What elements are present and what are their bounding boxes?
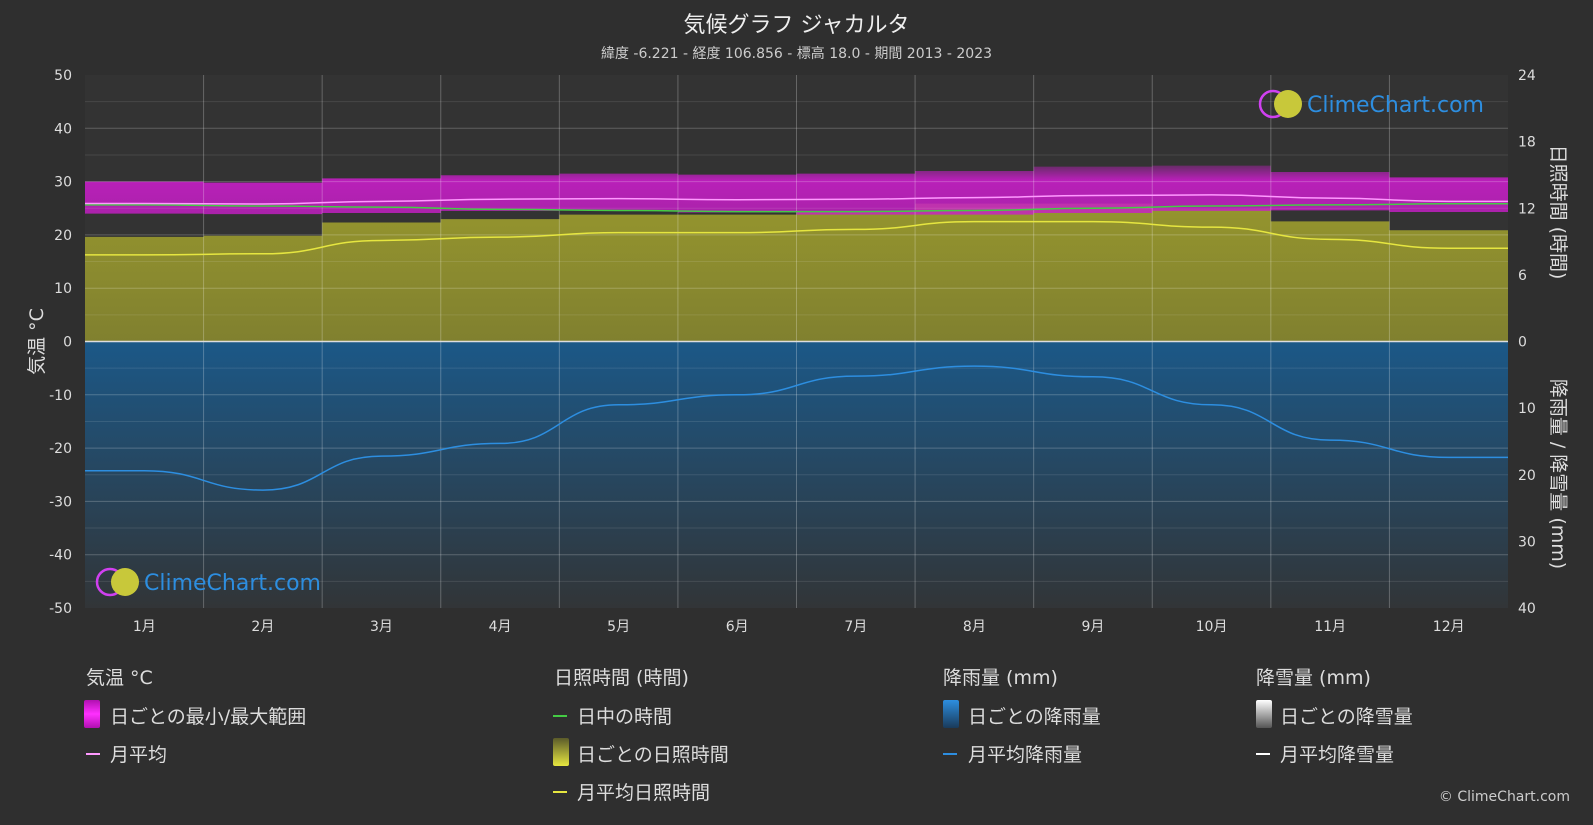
y-right-rain-axis-label: 降雨量 / 降雪量 (mm)	[1547, 379, 1569, 569]
y-left-tick-label: -10	[49, 388, 72, 404]
legend-daylight-line	[553, 715, 567, 717]
x-tick-label: 7月	[844, 619, 867, 635]
y-left-tick-label: -20	[49, 441, 72, 457]
legend-sunshine-avg-label: 月平均日照時間	[577, 782, 711, 804]
y-right-sunshine-tick-label: 6	[1518, 268, 1527, 284]
y-left-tick-label: 30	[54, 175, 72, 191]
chart-subtitle: 緯度 -6.221 - 経度 106.856 - 標高 18.0 - 期間 20…	[600, 46, 993, 62]
y-right-sunshine-tick-label: 0	[1518, 335, 1527, 351]
y-right-rain-tick-label: 20	[1518, 468, 1536, 484]
legend-sunshine-avg-line	[553, 791, 567, 793]
temperature-avg-line	[85, 194, 1508, 205]
logo-bottom-left: ClimeChart.com	[95, 567, 321, 597]
x-tick-label: 12月	[1433, 619, 1465, 635]
x-tick-label: 9月	[1081, 619, 1104, 635]
y-right-sunshine-tick-label: 24	[1518, 68, 1536, 84]
legend-temp-avg-label: 月平均	[110, 744, 168, 766]
x-tick-label: 3月	[370, 619, 393, 635]
legend-rain-heading: 降雨量 (mm)	[943, 667, 1058, 689]
legend-snow-daily-label: 日ごとの降雪量	[1280, 706, 1413, 728]
legend-snow-avg-label: 月平均降雪量	[1280, 744, 1395, 766]
legend-temperature-heading: 気温 °C	[86, 667, 153, 689]
chart-title: 気候グラフ ジャカルタ	[683, 13, 910, 38]
copyright-text: © ClimeChart.com	[1438, 789, 1570, 805]
x-tick-label: 10月	[1196, 619, 1228, 635]
legend-temp-avg-line	[86, 753, 100, 755]
y-left-tick-label: -40	[49, 548, 72, 564]
legend-rain-avg-line	[943, 753, 957, 755]
y-right-sunshine-axis-label: 日照時間 (時間)	[1547, 145, 1569, 280]
logo-text: ClimeChart.com	[1307, 93, 1484, 118]
legend-sunshine-daily-label: 日ごとの日照時間	[577, 744, 729, 766]
logo-sun-icon	[111, 568, 139, 596]
x-tick-label: 2月	[251, 619, 274, 635]
x-tick-label: 1月	[133, 619, 156, 635]
legend-rain-daily-label: 日ごとの降雨量	[968, 706, 1101, 728]
legend-rain-daily-swatch	[943, 700, 959, 728]
x-tick-label: 6月	[726, 619, 749, 635]
legend-daylight-label: 日中の時間	[577, 706, 673, 728]
y-right-rain-tick-label: 40	[1518, 601, 1536, 617]
logo-top-right: ClimeChart.com	[1258, 89, 1484, 119]
x-tick-label: 11月	[1314, 619, 1346, 635]
y-right-sunshine-tick-label: 12	[1518, 201, 1536, 217]
temperature-range-band	[85, 165, 1508, 215]
legend-snow-daily-swatch	[1256, 700, 1272, 728]
y-left-tick-label: 0	[63, 335, 72, 351]
y-left-tick-label: 20	[54, 228, 72, 244]
y-left-tick-label: -50	[49, 601, 72, 617]
legend-sunshine-heading: 日照時間 (時間)	[554, 667, 689, 689]
rain-avg-line	[85, 365, 1508, 491]
y-right-rain-tick-label: 10	[1518, 401, 1536, 417]
x-tick-label: 4月	[489, 619, 512, 635]
y-left-axis-label: 気温 °C	[26, 308, 48, 375]
legend-temp-range-label: 日ごとの最小/最大範囲	[110, 706, 307, 728]
sunshine-avg-line	[85, 220, 1508, 256]
logo-sun-icon	[1274, 90, 1302, 118]
daylight-line	[85, 203, 1508, 213]
x-tick-label: 8月	[963, 619, 986, 635]
y-right-sunshine-tick-label: 18	[1518, 135, 1536, 151]
y-left-tick-label: 40	[54, 121, 72, 137]
x-tick-label: 5月	[607, 619, 630, 635]
legend-sunshine-daily-swatch	[553, 738, 569, 766]
logo-text: ClimeChart.com	[144, 571, 321, 596]
y-left-tick-label: -30	[49, 494, 72, 510]
y-left-tick-label: 50	[54, 68, 72, 84]
legend-rain-avg-label: 月平均降雨量	[968, 744, 1083, 766]
y-left-tick-label: 10	[54, 281, 72, 297]
y-right-rain-tick-label: 30	[1518, 534, 1536, 550]
legend-temp-range-swatch	[84, 700, 100, 728]
legend-snow-avg-line	[1256, 753, 1270, 755]
legend-snow-heading: 降雪量 (mm)	[1256, 667, 1371, 689]
